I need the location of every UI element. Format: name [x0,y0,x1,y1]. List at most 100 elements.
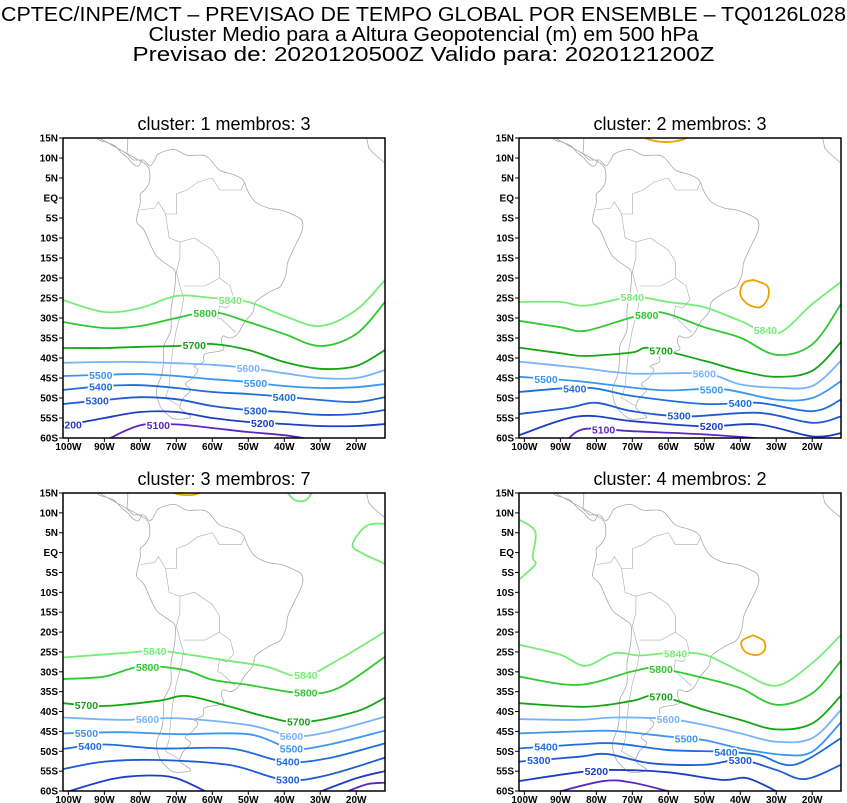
contour-label-5300: 5300 [667,411,691,423]
contour-5700 [519,694,841,731]
contour-label-5200: 5200 [585,766,609,778]
contour-5400 [63,384,385,403]
contour-5500 [519,721,841,757]
y-tick-label: 30S [40,667,58,678]
x-tick-label: 50W [694,442,715,453]
map-panel-cluster-2: cluster: 2 membros: 3 5840 5840 5800 5700 560… [496,114,842,453]
contour-5700 [63,342,385,370]
country-border [621,177,669,215]
contour-label-5400: 5400 [276,756,300,768]
y-tick-label: 10S [40,588,58,599]
contour-5800 [63,301,385,347]
y-tick-label: 60S [496,787,514,798]
contour-label-5800: 5800 [193,308,217,320]
country-border [165,532,213,569]
contour-5300 [63,396,385,416]
y-tick-label: 35S [40,334,58,345]
contour-5400 [63,742,385,764]
y-tick-label: 25S [40,294,58,305]
contour-5300 [63,756,385,782]
panel-title: cluster: 3 membros: 7 [137,469,310,489]
y-tick-label: 5S [46,214,59,225]
x-tick-label: 70W [622,795,643,803]
contour-5600 [519,360,841,390]
contour-5400 [519,386,841,413]
country-border [217,631,236,687]
x-tick-label: 80W [586,795,607,803]
africa-coastline [821,493,841,519]
country-border [165,626,184,760]
x-tick-label: 80W [130,795,151,803]
y-tick-label: 40S [40,354,58,365]
contour-label-5700: 5700 [649,692,673,704]
y-tick-label: 15S [496,254,514,265]
x-tick-label: 30W [766,442,787,453]
y-tick-label: 15N [496,489,514,500]
contour-label-5600: 5600 [693,369,717,381]
y-tick-label: 10N [40,154,58,165]
y-tick-label: 30S [40,314,58,325]
contour-label-5800: 5800 [294,688,318,700]
contour-label-5500: 5500 [534,374,558,386]
y-tick-label: 20S [40,628,58,639]
contour-label-5300: 5300 [527,755,551,767]
x-tick-label: 30W [766,795,787,803]
contour-5600 [63,360,385,380]
x-tick-label: 70W [166,442,187,453]
contour-label-5800: 5800 [649,664,673,676]
panel-title: cluster: 4 membros: 2 [593,469,766,489]
contour-label-5840: 5840 [294,670,318,682]
y-tick-label: 5N [501,528,514,539]
contour-5840 [519,634,841,687]
contour-5500 [63,729,385,750]
contour-label-5600: 5600 [237,363,261,375]
y-tick-label: 25S [496,647,514,658]
x-tick-label: 90W [550,795,571,803]
contour-5500 [63,373,385,389]
country-border [179,237,220,287]
x-tick-label: 100W [511,442,538,453]
country-border [596,555,637,627]
y-tick-label: 60S [496,434,514,445]
contour-5200 [63,410,385,428]
x-tick-label: 100W [511,795,538,803]
contour-5300 [519,752,841,780]
contour-label-5400: 5400 [273,392,297,404]
contour-5100 [346,781,385,791]
y-tick-label: 15N [496,134,514,145]
y-tick-label: 20S [496,628,514,639]
contour-5200 [319,770,385,791]
contour-label-5400: 5400 [534,742,558,754]
contour-label-5500: 5500 [280,743,304,755]
country-border [673,277,692,333]
map-panel-cluster-3: cluster: 3 membros: 7 5840 5840 5800 5800 570… [40,469,386,803]
y-tick-label: EQ [44,194,59,205]
x-tick-label: 60W [202,442,223,453]
map-frame [62,137,386,439]
y-tick-label: 60S [40,787,58,798]
y-tick-label: 15N [40,489,58,500]
contour-5840 [351,522,385,565]
contour-label-5400: 5400 [78,741,102,753]
africa-coastline [365,138,385,164]
contour-label-5500: 5500 [675,733,699,745]
y-tick-label: 10S [40,234,58,245]
map-frame [518,492,842,792]
y-tick-label: 25S [40,647,58,658]
x-tick-label: 90W [550,442,571,453]
y-tick-label: 10S [496,234,514,245]
contour-5300 [519,401,841,424]
x-tick-label: 90W [94,442,115,453]
contour-5840 [63,279,385,327]
contour-label-5700: 5700 [649,346,673,358]
x-tick-label: 70W [622,442,643,453]
contour-5100 [557,779,671,791]
africa-coastline [821,138,841,164]
country-border [621,626,640,760]
contour-5880 [740,634,767,657]
contour-label-5300: 5300 [276,774,300,786]
map-frame [518,137,842,439]
y-tick-label: 35S [496,334,514,345]
x-tick-label: 20W [802,442,823,453]
